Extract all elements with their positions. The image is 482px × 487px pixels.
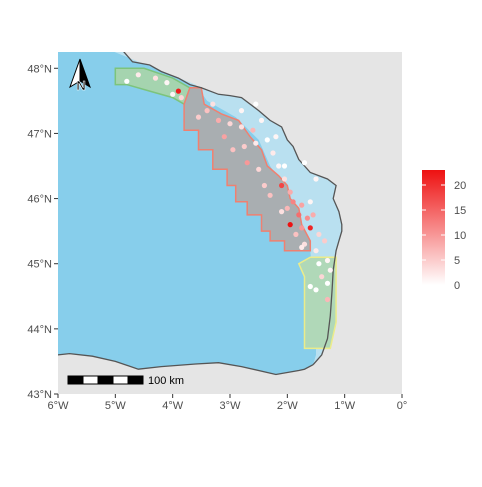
survey-point: [230, 147, 236, 153]
survey-point: [316, 231, 322, 237]
survey-point: [324, 280, 331, 286]
survey-point: [324, 257, 331, 264]
x-tick-label: 2°W: [277, 400, 299, 412]
survey-point: [301, 160, 308, 166]
legend: 20 15 10 5 0: [422, 170, 466, 292]
survey-point: [287, 222, 293, 228]
survey-point: [250, 127, 256, 133]
survey-point: [276, 163, 282, 169]
scale-bar-seg-3: [97, 375, 114, 385]
legend-tick-label: 10: [454, 230, 466, 242]
survey-points: [124, 72, 333, 303]
survey-point: [210, 101, 216, 107]
y-tick-label: 46°N: [27, 194, 52, 206]
survey-point: [313, 248, 319, 254]
legend-tick-label: 5: [454, 255, 460, 267]
x-tick-label: 0°: [397, 400, 408, 412]
survey-point: [270, 150, 276, 156]
survey-point: [135, 72, 141, 78]
y-tick-label: 48°N: [27, 63, 52, 75]
scale-bar-seg-4: [112, 375, 129, 385]
survey-point: [204, 108, 210, 114]
survey-point: [324, 296, 331, 303]
y-tick-label: 45°N: [27, 259, 52, 271]
coastline-south: [58, 352, 314, 376]
survey-point: [304, 215, 310, 221]
survey-point: [253, 101, 259, 107]
x-tick-label: 4°W: [162, 400, 184, 412]
survey-point: [238, 124, 245, 130]
survey-point: [178, 95, 184, 101]
survey-point: [261, 182, 267, 189]
survey-point: [322, 238, 328, 244]
legend-colorbar: [422, 170, 445, 285]
survey-point: [313, 176, 319, 182]
survey-point: [279, 182, 285, 189]
x-tick-label: 3°W: [220, 400, 242, 412]
survey-point: [241, 143, 247, 150]
survey-point: [290, 199, 296, 205]
survey-point: [195, 114, 202, 120]
survey-point: [164, 80, 170, 86]
legend-tick-label: 0: [454, 280, 460, 292]
north-arrow: N: [69, 58, 91, 93]
zone-yellow-south: [297, 256, 337, 350]
survey-point: [273, 134, 279, 140]
survey-point: [124, 78, 130, 84]
scale-bar-seg-2: [82, 375, 99, 385]
survey-point: [175, 88, 181, 94]
x-tick-label: 6°W: [48, 400, 70, 412]
y-tick-label: 43°N: [27, 389, 52, 401]
survey-point: [215, 117, 222, 123]
survey-point: [293, 231, 299, 237]
survey-point: [152, 75, 159, 81]
y-tick-label: 44°N: [27, 324, 52, 336]
legend-tick-label: 20: [454, 180, 466, 192]
survey-point: [316, 261, 322, 267]
x-axis: 6°W 5°W 4°W 3°W 2°W 1°W 0°: [48, 394, 408, 412]
survey-point: [299, 244, 305, 250]
survey-point: [327, 267, 333, 273]
x-tick-label: 5°W: [105, 400, 127, 412]
y-tick-label: 47°N: [27, 128, 52, 140]
survey-point: [281, 176, 288, 182]
survey-point: [299, 202, 305, 208]
legend-tick-label: 15: [454, 205, 466, 217]
survey-point: [299, 225, 305, 231]
survey-point: [227, 121, 233, 127]
survey-point: [307, 225, 313, 231]
survey-point: [258, 117, 265, 123]
y-axis: 48°N 47°N 46°N 45°N 44°N 43°N: [27, 63, 58, 401]
survey-point: [170, 91, 176, 97]
survey-point: [310, 212, 316, 218]
survey-point: [238, 108, 245, 114]
scale-bar-label: 100 km: [148, 375, 184, 387]
survey-point: [281, 163, 288, 169]
survey-point: [256, 166, 262, 172]
survey-point: [279, 209, 285, 215]
map-panel: [58, 52, 343, 376]
survey-point: [296, 212, 302, 218]
survey-point: [264, 137, 270, 143]
survey-point: [244, 160, 250, 166]
survey-point: [319, 274, 325, 280]
survey-point: [267, 192, 273, 198]
survey-point: [313, 287, 319, 293]
north-arrow-right-half: [79, 58, 91, 89]
legend-ticks: 20 15 10 5 0: [422, 180, 466, 292]
survey-point: [284, 205, 290, 211]
x-tick-label: 1°W: [334, 400, 356, 412]
survey-point: [307, 283, 313, 290]
scale-bar-seg-1: [67, 375, 84, 385]
scale-bar: 100 km: [67, 375, 184, 387]
survey-point: [253, 140, 259, 146]
north-arrow-label: N: [76, 78, 85, 93]
scale-bar-seg-5: [127, 375, 144, 385]
coastline: [123, 52, 343, 366]
survey-point: [307, 199, 313, 205]
survey-point: [221, 134, 227, 140]
survey-point: [287, 189, 293, 195]
